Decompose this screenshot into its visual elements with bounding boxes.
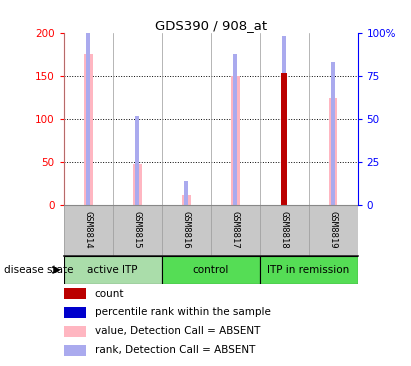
Text: GSM8818: GSM8818 <box>279 211 289 249</box>
Bar <box>162 256 260 284</box>
Bar <box>182 195 191 205</box>
Bar <box>135 116 139 205</box>
Text: value, Detection Call = ABSENT: value, Detection Call = ABSENT <box>95 326 260 336</box>
Bar <box>233 53 237 205</box>
Bar <box>282 36 286 205</box>
Bar <box>260 256 358 284</box>
Bar <box>329 98 337 205</box>
Text: GSM8814: GSM8814 <box>84 211 93 249</box>
Text: active ITP: active ITP <box>88 265 138 275</box>
Bar <box>231 76 240 205</box>
Text: percentile rank within the sample: percentile rank within the sample <box>95 307 270 317</box>
Text: ITP in remission: ITP in remission <box>268 265 350 275</box>
Bar <box>184 181 188 205</box>
Text: rank, Detection Call = ABSENT: rank, Detection Call = ABSENT <box>95 346 255 355</box>
Bar <box>64 288 86 299</box>
Bar <box>84 55 92 205</box>
Text: disease state: disease state <box>4 265 74 275</box>
Bar <box>281 73 287 205</box>
Bar <box>64 307 86 318</box>
Bar <box>64 256 162 284</box>
Bar <box>133 164 141 205</box>
Text: control: control <box>192 265 229 275</box>
Bar <box>64 326 86 337</box>
Bar <box>331 62 335 205</box>
Title: GDS390 / 908_at: GDS390 / 908_at <box>155 19 267 32</box>
Text: GSM8819: GSM8819 <box>328 211 337 249</box>
Text: count: count <box>95 288 124 299</box>
Text: GSM8815: GSM8815 <box>133 211 142 249</box>
Bar <box>64 345 86 356</box>
Text: GSM8816: GSM8816 <box>182 211 191 249</box>
Text: GSM8817: GSM8817 <box>231 211 240 249</box>
Bar <box>86 19 90 205</box>
